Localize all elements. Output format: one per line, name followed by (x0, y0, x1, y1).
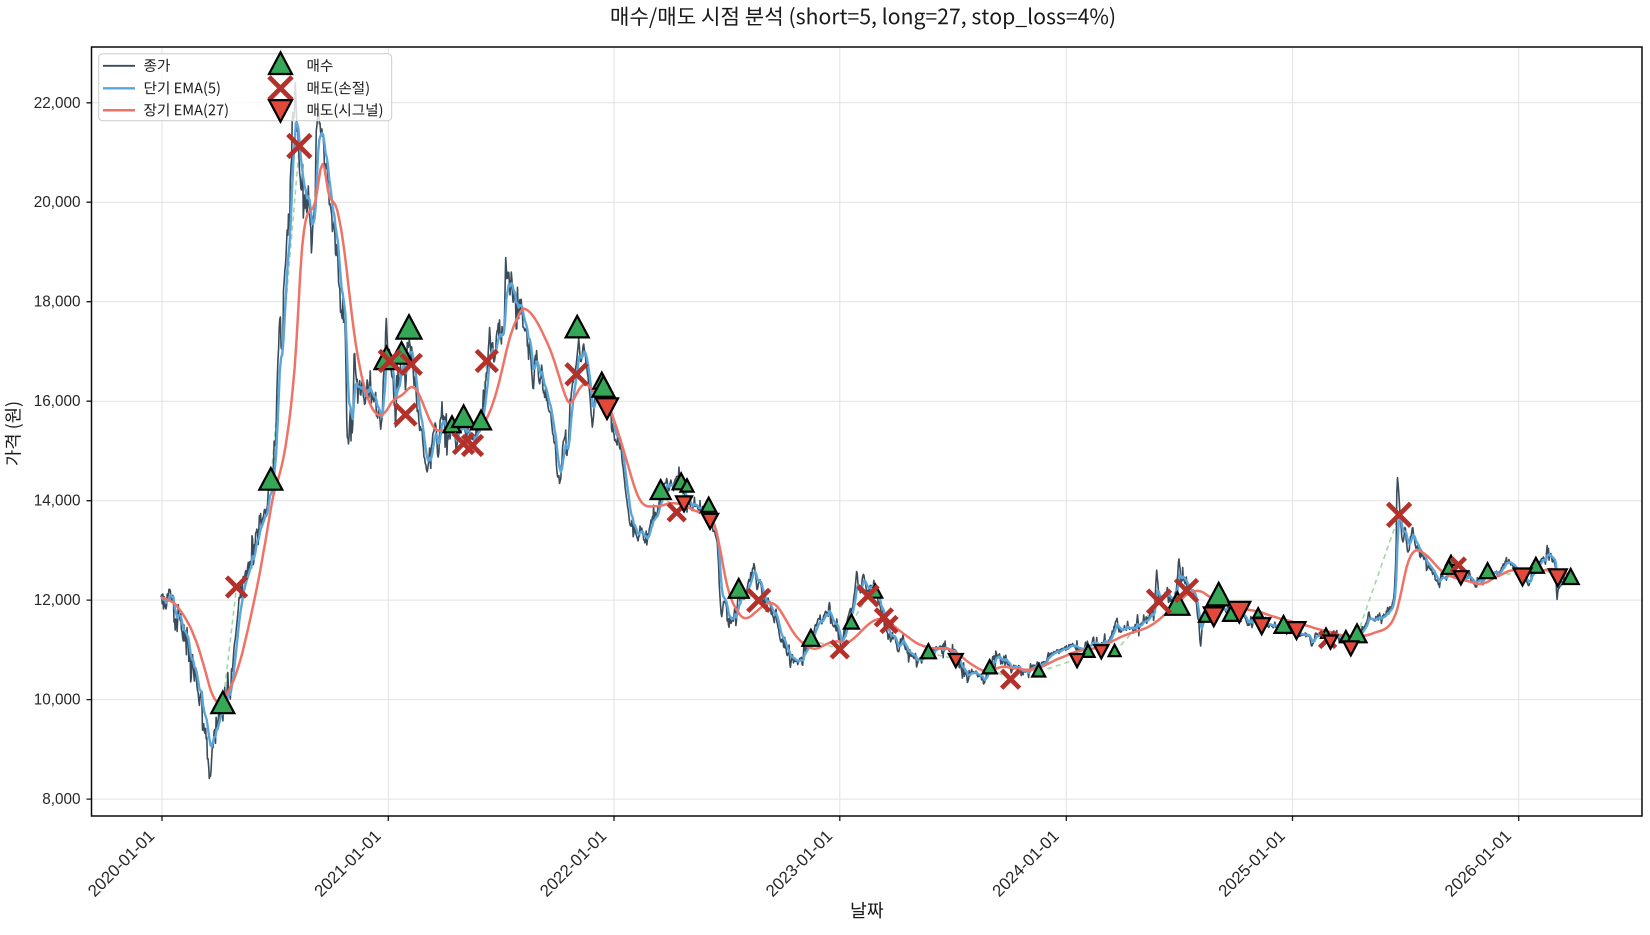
svg-text:20,000: 20,000 (34, 194, 81, 211)
svg-text:16,000: 16,000 (34, 393, 81, 410)
svg-text:8,000: 8,000 (42, 791, 80, 808)
svg-text:14,000: 14,000 (34, 493, 81, 510)
svg-text:12,000: 12,000 (34, 592, 81, 609)
svg-text:10,000: 10,000 (34, 692, 81, 709)
svg-text:18,000: 18,000 (34, 294, 81, 311)
svg-text:22,000: 22,000 (34, 95, 81, 112)
